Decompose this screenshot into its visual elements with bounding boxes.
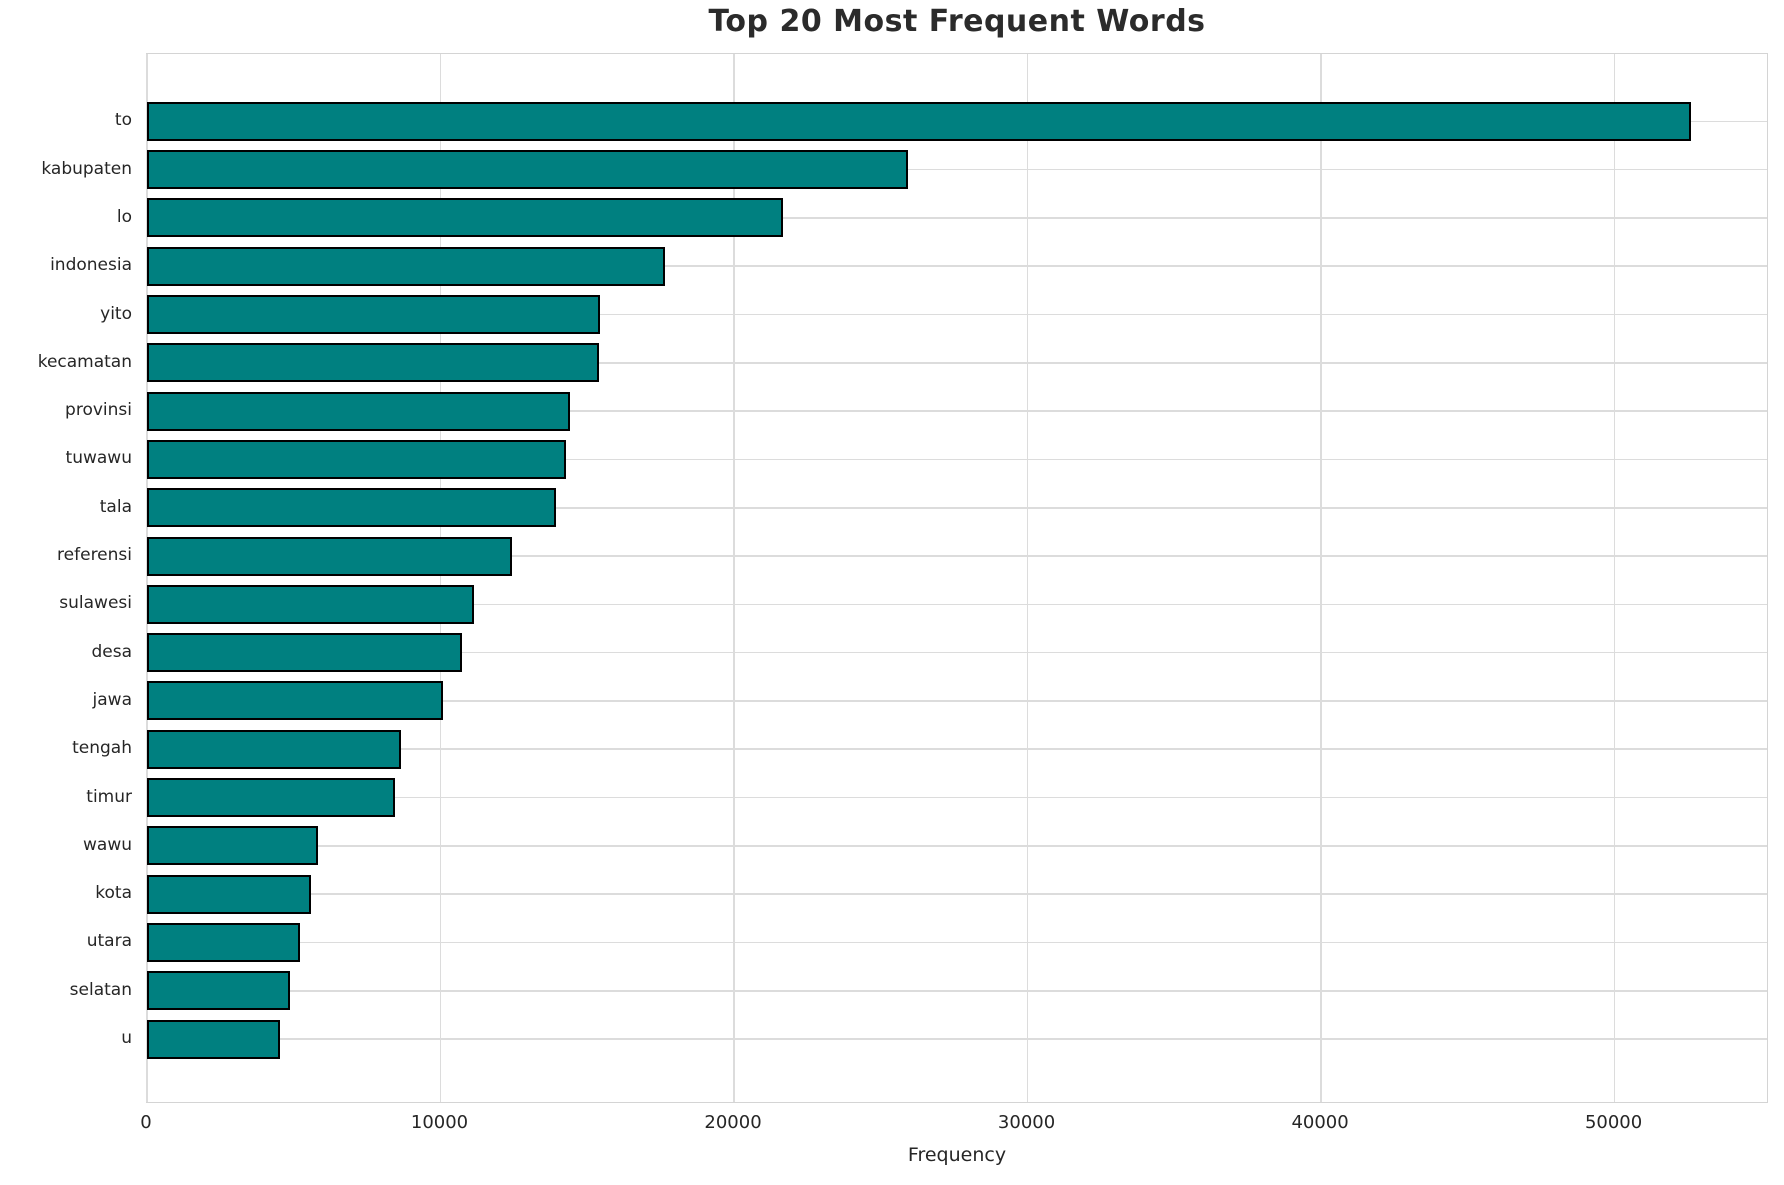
bar-sulawesi — [147, 584, 474, 624]
y-gridline — [147, 265, 1767, 268]
y-tick-label-lo: lo — [116, 206, 132, 227]
y-tick-label-tengah: tengah — [72, 738, 132, 759]
y-tick-label-kota: kota — [95, 883, 132, 904]
y-tick-label-selatan: selatan — [69, 979, 132, 1000]
bar-tala — [147, 488, 557, 528]
y-tick-label-timur: timur — [86, 786, 132, 807]
y-tick-label-kecamatan: kecamatan — [37, 351, 132, 372]
y-tick-label-referensi: referensi — [57, 545, 132, 566]
x-tick-label: 10000 — [410, 1112, 469, 1133]
plot-area — [146, 53, 1768, 1103]
bar-provinsi — [147, 391, 570, 431]
y-tick-label-wawu: wawu — [83, 834, 132, 855]
bar-referensi — [147, 536, 513, 576]
x-gridline — [1613, 54, 1616, 1102]
bar-lo — [147, 198, 783, 238]
bar-tuwawu — [147, 439, 566, 479]
x-gridline — [1320, 54, 1322, 1102]
y-gridline — [147, 168, 1767, 171]
y-tick-label-sulawesi: sulawesi — [59, 593, 132, 614]
y-tick-label-yito: yito — [100, 303, 132, 324]
bar-u — [147, 1019, 280, 1059]
y-tick-label-provinsi: provinsi — [65, 400, 132, 421]
y-gridline — [147, 362, 1767, 364]
bar-to — [147, 101, 1691, 141]
bar-yito — [147, 295, 600, 335]
y-gridline — [147, 796, 1767, 799]
x-gridline — [146, 54, 148, 1102]
bar-kabupaten — [147, 150, 908, 190]
bar-kecamatan — [147, 343, 599, 383]
chart-title: Top 20 Most Frequent Words — [708, 4, 1206, 39]
x-gridline — [439, 54, 442, 1102]
y-tick-label-kabupaten: kabupaten — [41, 158, 132, 179]
y-gridline — [147, 217, 1767, 219]
y-gridline — [147, 555, 1767, 557]
x-gridline — [733, 54, 735, 1102]
x-tick-label: 20000 — [704, 1112, 762, 1133]
bar-wawu — [147, 826, 319, 866]
y-gridline — [147, 893, 1767, 895]
y-gridline — [147, 506, 1767, 509]
x-gridline — [1026, 54, 1029, 1102]
bar-jawa — [147, 681, 444, 721]
y-tick-label-to: to — [114, 110, 132, 131]
y-gridline — [147, 651, 1767, 654]
x-tick-label: 0 — [140, 1112, 152, 1133]
bar-indonesia — [147, 246, 666, 286]
y-gridline — [147, 748, 1767, 751]
y-gridline — [147, 313, 1767, 316]
y-gridline — [147, 603, 1767, 606]
bar-selatan — [147, 971, 291, 1011]
y-gridline — [147, 410, 1767, 412]
y-tick-label-jawa: jawa — [92, 689, 132, 710]
y-tick-label-utara: utara — [86, 931, 132, 952]
y-tick-label-u: u — [121, 1028, 132, 1049]
y-gridline — [147, 1038, 1767, 1040]
y-gridline — [147, 845, 1767, 847]
y-gridline — [147, 989, 1767, 992]
y-tick-label-desa: desa — [91, 641, 132, 662]
y-tick-label-indonesia: indonesia — [50, 255, 132, 276]
y-gridline — [147, 458, 1767, 461]
y-gridline — [147, 700, 1767, 702]
y-gridline — [147, 941, 1767, 944]
y-tick-label-tala: tala — [99, 496, 132, 517]
bar-timur — [147, 778, 395, 818]
x-tick-label: 50000 — [1584, 1112, 1643, 1133]
x-tick-label: 30000 — [997, 1112, 1056, 1133]
bar-kota — [147, 874, 311, 914]
bar-tengah — [147, 729, 402, 769]
x-tick-label: 40000 — [1291, 1112, 1349, 1133]
bar-desa — [147, 633, 463, 673]
x-axis-title: Frequency — [907, 1144, 1007, 1166]
y-tick-label-tuwawu: tuwawu — [65, 448, 132, 469]
bar-utara — [147, 922, 301, 962]
